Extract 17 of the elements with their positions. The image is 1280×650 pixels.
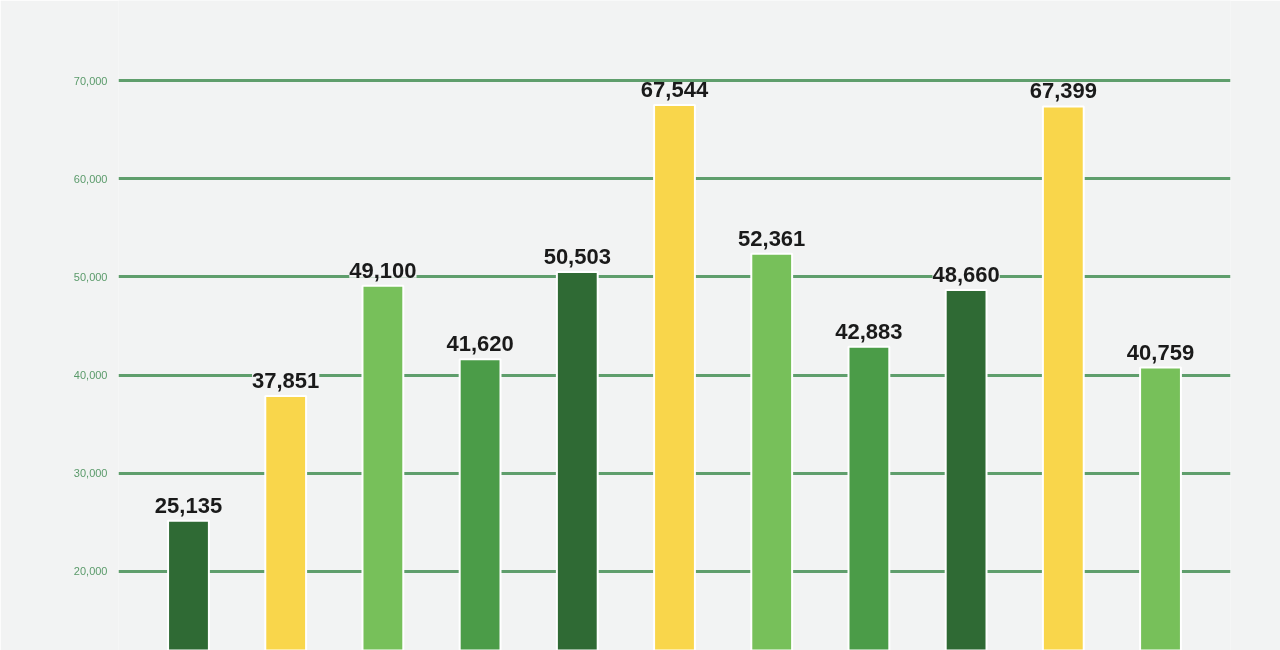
y-tick-label: 50,000 xyxy=(73,270,108,283)
data-label: 37,851 xyxy=(252,368,320,394)
data-label: 41,620 xyxy=(446,331,514,357)
y-tick-label: 60,000 xyxy=(73,172,108,185)
data-label: 42,883 xyxy=(835,318,903,344)
data-label: 49,100 xyxy=(349,257,417,283)
data-label: 25,135 xyxy=(154,492,223,518)
y-tick-label: 30,000 xyxy=(73,467,108,480)
y-tick-label: 40,000 xyxy=(73,369,108,382)
data-label: 67,399 xyxy=(1029,78,1097,104)
y-tick-label: 20,000 xyxy=(73,565,108,578)
data-label: 48,660 xyxy=(932,262,1000,288)
data-label: 40,759 xyxy=(1126,339,1195,365)
data-label: 52,361 xyxy=(738,225,806,251)
y-tick-label: 70,000 xyxy=(73,74,108,87)
data-label: 50,503 xyxy=(543,244,611,270)
data-label: 67,544 xyxy=(640,76,709,102)
